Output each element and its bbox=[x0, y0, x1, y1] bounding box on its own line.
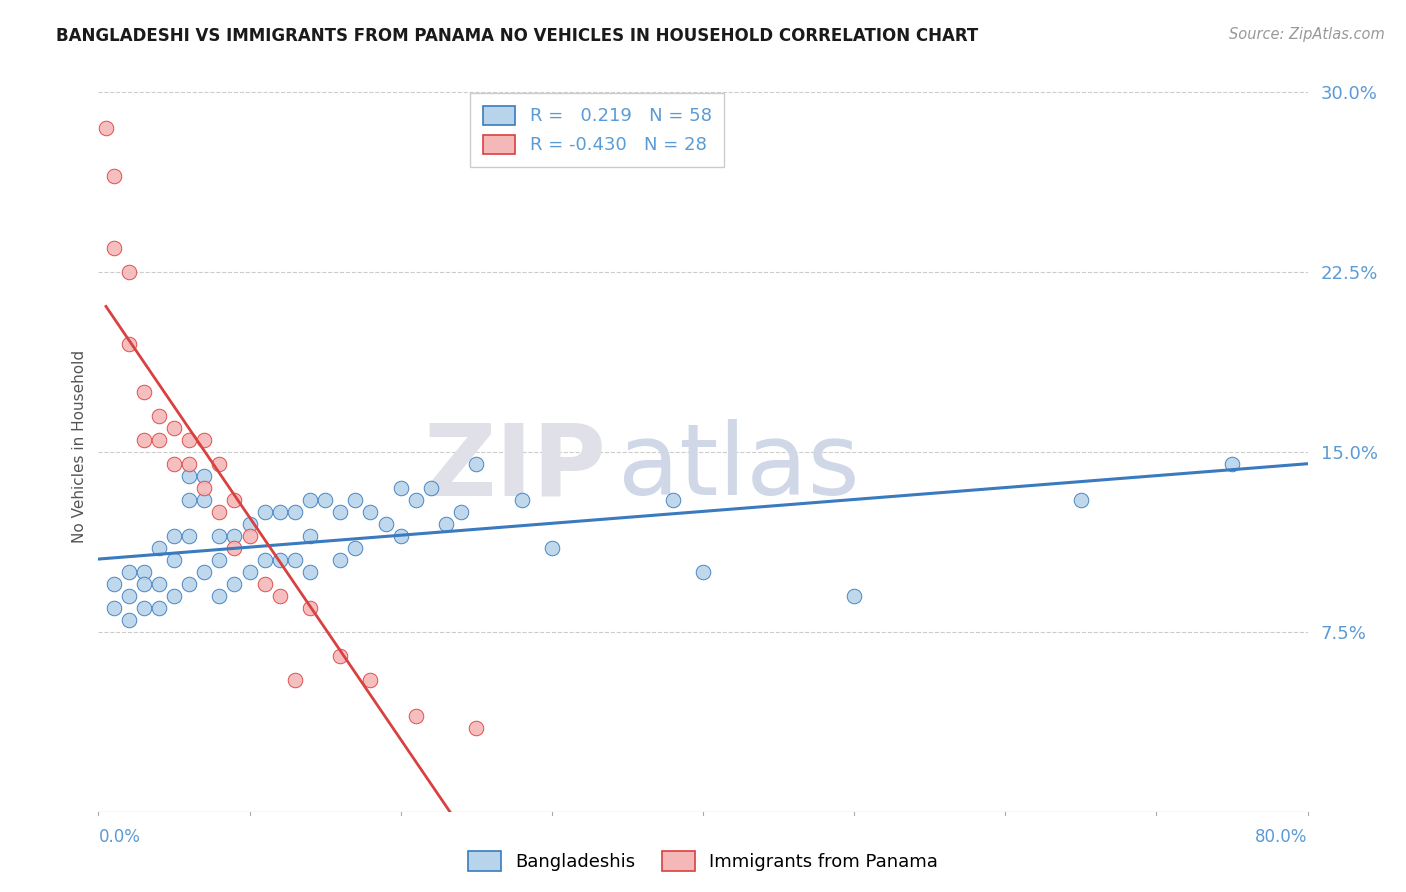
Point bbox=[179, 577, 201, 591]
Point bbox=[148, 541, 170, 555]
Point bbox=[284, 553, 307, 567]
Point bbox=[103, 169, 125, 184]
Point bbox=[132, 577, 155, 591]
Text: BANGLADESHI VS IMMIGRANTS FROM PANAMA NO VEHICLES IN HOUSEHOLD CORRELATION CHART: BANGLADESHI VS IMMIGRANTS FROM PANAMA NO… bbox=[56, 27, 979, 45]
Text: 0.0%: 0.0% bbox=[98, 828, 141, 846]
Point bbox=[132, 600, 155, 615]
Point bbox=[844, 589, 866, 603]
Point bbox=[389, 529, 412, 543]
Point bbox=[208, 505, 231, 519]
Point bbox=[103, 241, 125, 255]
Point bbox=[540, 541, 562, 555]
Point bbox=[224, 529, 246, 543]
Point bbox=[1220, 457, 1243, 471]
Point bbox=[163, 589, 186, 603]
Point bbox=[692, 565, 714, 579]
Point bbox=[163, 421, 186, 435]
Point bbox=[239, 529, 262, 543]
Point bbox=[389, 481, 412, 495]
Point bbox=[148, 600, 170, 615]
Point bbox=[405, 708, 427, 723]
Point bbox=[299, 600, 322, 615]
Point bbox=[148, 577, 170, 591]
Point bbox=[208, 457, 231, 471]
Point bbox=[284, 673, 307, 687]
Point bbox=[148, 409, 170, 423]
Point bbox=[465, 721, 488, 735]
Point bbox=[179, 457, 201, 471]
Point bbox=[208, 589, 231, 603]
Point bbox=[224, 492, 246, 507]
Point bbox=[329, 553, 352, 567]
Point bbox=[405, 492, 427, 507]
Point bbox=[118, 589, 141, 603]
Point bbox=[465, 457, 488, 471]
Point bbox=[269, 589, 291, 603]
Point bbox=[510, 492, 533, 507]
Point bbox=[179, 433, 201, 447]
Point bbox=[299, 565, 322, 579]
Point bbox=[103, 600, 125, 615]
Legend: Bangladeshis, Immigrants from Panama: Bangladeshis, Immigrants from Panama bbox=[461, 844, 945, 879]
Point bbox=[253, 553, 276, 567]
Point bbox=[344, 541, 367, 555]
Point bbox=[118, 565, 141, 579]
Point bbox=[224, 577, 246, 591]
Text: atlas: atlas bbox=[619, 419, 860, 516]
Point bbox=[329, 505, 352, 519]
Point bbox=[344, 492, 367, 507]
Point bbox=[103, 577, 125, 591]
Point bbox=[269, 505, 291, 519]
Point bbox=[179, 529, 201, 543]
Legend: R =   0.219   N = 58, R = -0.430   N = 28: R = 0.219 N = 58, R = -0.430 N = 28 bbox=[470, 93, 724, 167]
Point bbox=[299, 492, 322, 507]
Point bbox=[253, 577, 276, 591]
Point bbox=[193, 481, 215, 495]
Point bbox=[420, 481, 443, 495]
Point bbox=[118, 337, 141, 351]
Point bbox=[193, 469, 215, 483]
Point bbox=[193, 433, 215, 447]
Point bbox=[224, 541, 246, 555]
Point bbox=[132, 385, 155, 400]
Point bbox=[360, 673, 382, 687]
Point bbox=[450, 505, 472, 519]
Point bbox=[163, 529, 186, 543]
Point bbox=[269, 553, 291, 567]
Point bbox=[193, 565, 215, 579]
Point bbox=[1070, 492, 1092, 507]
Point bbox=[360, 505, 382, 519]
Point bbox=[299, 529, 322, 543]
Y-axis label: No Vehicles in Household: No Vehicles in Household bbox=[72, 350, 87, 542]
Point bbox=[148, 433, 170, 447]
Point bbox=[118, 613, 141, 627]
Point bbox=[434, 516, 457, 531]
Point bbox=[208, 529, 231, 543]
Point bbox=[374, 516, 396, 531]
Point bbox=[314, 492, 336, 507]
Point bbox=[163, 553, 186, 567]
Point bbox=[118, 265, 141, 279]
Point bbox=[94, 121, 117, 136]
Text: Source: ZipAtlas.com: Source: ZipAtlas.com bbox=[1229, 27, 1385, 42]
Point bbox=[239, 565, 262, 579]
Point bbox=[253, 505, 276, 519]
Point bbox=[284, 505, 307, 519]
Text: ZIP: ZIP bbox=[423, 419, 606, 516]
Point bbox=[239, 516, 262, 531]
Point bbox=[179, 492, 201, 507]
Point bbox=[132, 565, 155, 579]
Point bbox=[132, 433, 155, 447]
Text: 80.0%: 80.0% bbox=[1256, 828, 1308, 846]
Point bbox=[193, 492, 215, 507]
Point bbox=[208, 553, 231, 567]
Point bbox=[163, 457, 186, 471]
Point bbox=[661, 492, 683, 507]
Point bbox=[329, 648, 352, 663]
Point bbox=[179, 469, 201, 483]
